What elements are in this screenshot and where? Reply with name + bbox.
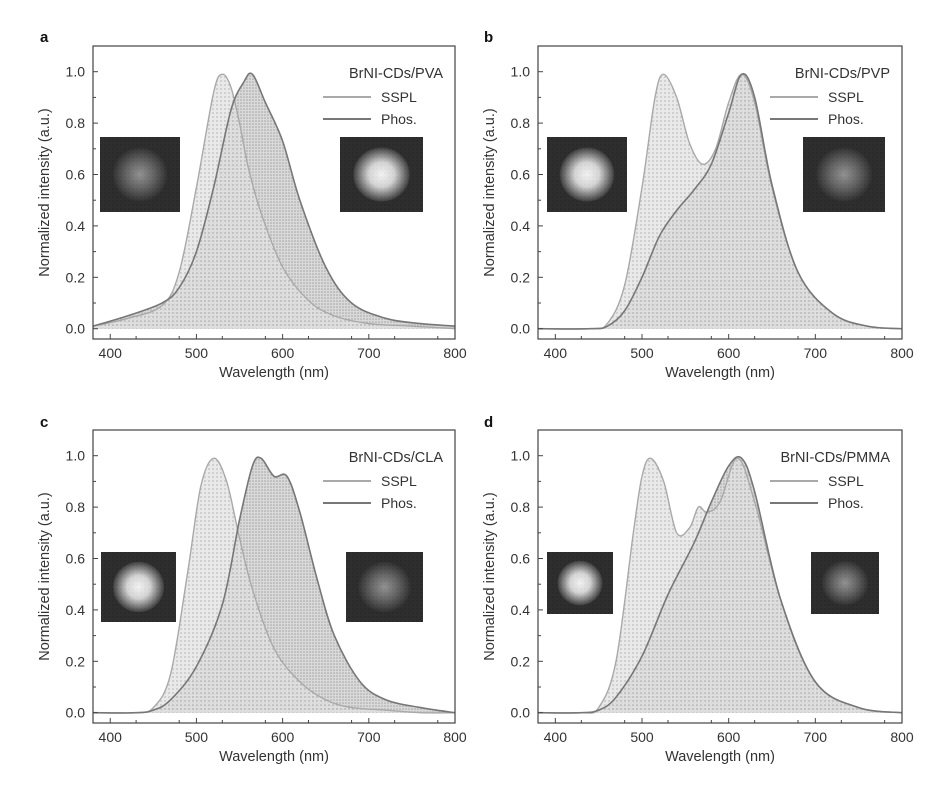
emission-photo-inset	[547, 552, 613, 614]
x-tick-label: 700	[357, 729, 381, 745]
legend-label-sspl: SSPL	[381, 89, 417, 105]
y-tick-label: 0.4	[511, 602, 531, 618]
y-axis-label: Normalized intensity (a.u.)	[482, 108, 498, 276]
x-tick-label: 500	[630, 729, 654, 745]
y-tick-label: 0.8	[511, 115, 531, 131]
emission-photo-inset	[101, 552, 176, 622]
emission-photo-inset	[803, 137, 885, 212]
x-tick-label: 400	[544, 729, 568, 745]
y-tick-label: 0.0	[66, 705, 86, 721]
panel-letter: a	[40, 29, 49, 46]
x-tick-label: 700	[357, 345, 381, 361]
panel-letter: c	[40, 414, 48, 431]
x-axis-label: Wavelength (nm)	[665, 365, 775, 381]
legend-label-phos: Phos.	[381, 111, 417, 127]
legend-label-sspl: SSPL	[381, 473, 417, 489]
y-tick-label: 0.6	[511, 551, 531, 567]
emission-photo-inset	[340, 137, 423, 212]
y-tick-label: 1.0	[511, 64, 531, 80]
legend-label-phos: Phos.	[828, 495, 864, 511]
y-tick-label: 0.4	[66, 602, 86, 618]
legend-label-sspl: SSPL	[828, 89, 864, 105]
y-axis-label: Normalized intensity (a.u.)	[37, 108, 53, 276]
x-tick-label: 500	[185, 729, 209, 745]
y-tick-label: 0.0	[511, 705, 531, 721]
x-tick-label: 800	[443, 729, 467, 745]
x-tick-label: 800	[890, 345, 914, 361]
x-axis-label: Wavelength (nm)	[219, 365, 329, 381]
legend-label-sspl: SSPL	[828, 473, 864, 489]
y-tick-label: 0.4	[66, 218, 86, 234]
y-tick-label: 0.6	[66, 167, 86, 183]
emission-photo-inset	[346, 552, 423, 622]
x-tick-label: 500	[630, 345, 654, 361]
chart-panel-c: 400 500 600 700 800 0.0 0.2 0.4 0.6 0.8 1.0 Wavelen…	[37, 414, 467, 765]
y-tick-label: 0.6	[511, 167, 531, 183]
chart-panel-d: 400 500 600 700 800 0.0 0.2 0.4 0.6 0.8 1.0 Wavelen…	[482, 414, 914, 765]
legend-label-phos: Phos.	[381, 495, 417, 511]
x-tick-label: 400	[544, 345, 568, 361]
y-tick-label: 0.4	[511, 218, 531, 234]
x-tick-label: 600	[271, 729, 295, 745]
y-tick-label: 1.0	[66, 448, 86, 464]
y-tick-label: 0.6	[66, 551, 86, 567]
y-tick-label: 0.2	[511, 653, 531, 669]
x-tick-label: 700	[804, 345, 828, 361]
chart-panel-b: 400 500 600 700 800 0.0 0.2 0.4 0.6 0.8 1.0 Wavelen…	[482, 29, 914, 381]
legend-title: BrNI-CDs/CLA	[349, 450, 444, 466]
x-tick-label: 600	[271, 345, 295, 361]
panel-letter: d	[484, 414, 493, 431]
x-tick-label: 600	[717, 729, 741, 745]
x-axis-label: Wavelength (nm)	[665, 749, 775, 765]
y-tick-label: 0.8	[66, 499, 86, 515]
y-tick-label: 0.2	[66, 653, 86, 669]
emission-photo-inset	[811, 552, 879, 614]
x-tick-label: 800	[443, 345, 467, 361]
legend-title: BrNI-CDs/PMMA	[780, 450, 890, 466]
legend-title: BrNI-CDs/PVP	[795, 66, 890, 82]
y-axis-label: Normalized intensity (a.u.)	[482, 492, 498, 660]
y-tick-label: 0.2	[66, 269, 86, 285]
x-tick-label: 800	[890, 729, 914, 745]
legend-label-phos: Phos.	[828, 111, 864, 127]
y-tick-label: 0.2	[511, 269, 531, 285]
y-tick-label: 1.0	[511, 448, 531, 464]
x-tick-label: 700	[804, 729, 828, 745]
y-tick-label: 1.0	[66, 64, 86, 80]
x-tick-label: 600	[717, 345, 741, 361]
emission-photo-inset	[100, 137, 180, 212]
panel-letter: b	[484, 29, 493, 46]
chart-panel-a: 400 500 600 700 800 0.0 0.2 0.4 0.6 0.8 1.0 Wavelen…	[37, 29, 467, 381]
y-tick-label: 0.8	[511, 499, 531, 515]
x-axis-label: Wavelength (nm)	[219, 749, 329, 765]
x-tick-label: 400	[99, 729, 123, 745]
y-tick-label: 0.0	[511, 321, 531, 337]
x-tick-label: 500	[185, 345, 209, 361]
y-axis-label: Normalized intensity (a.u.)	[37, 492, 53, 660]
legend-title: BrNI-CDs/PVA	[349, 66, 443, 82]
emission-photo-inset	[547, 137, 627, 212]
x-tick-label: 400	[99, 345, 123, 361]
y-tick-label: 0.8	[66, 115, 86, 131]
y-tick-label: 0.0	[66, 321, 86, 337]
